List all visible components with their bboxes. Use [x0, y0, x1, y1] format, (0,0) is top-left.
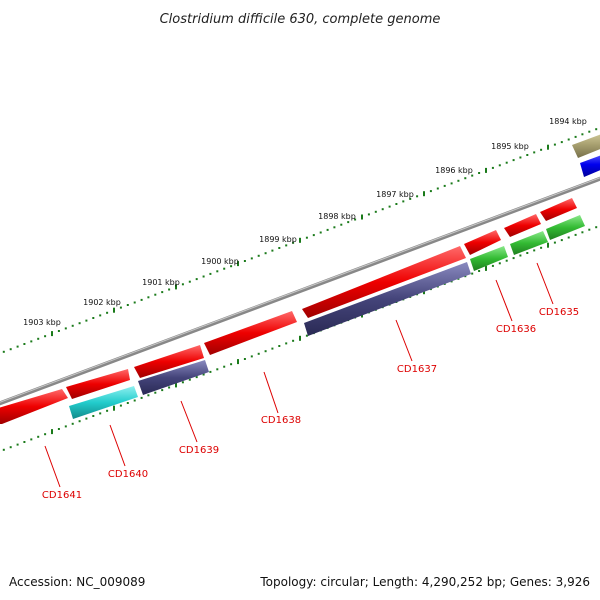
genome-backbone	[0, 176, 600, 406]
genome-backbone-highlight	[0, 177, 600, 403]
genome-summary-text: Topology: circular; Length: 4,290,252 bp…	[259, 575, 590, 589]
scale-label-1896: 1896 kbp	[435, 166, 473, 175]
feature-purple-cd1639[interactable]	[138, 360, 209, 395]
feature-green-a[interactable]	[510, 231, 548, 255]
accession-text: Accession: NC_009089	[9, 575, 145, 589]
feature-purple-cd1637[interactable]	[304, 262, 471, 336]
gene-arrow-cd1637[interactable]	[302, 246, 466, 318]
scale-label-1901: 1901 kbp	[142, 278, 180, 287]
leader-cd1640	[109, 424, 126, 467]
feature-green-cd1636[interactable]	[470, 246, 508, 271]
gene-arrow-cd1639[interactable]	[134, 345, 204, 378]
gene-label-cd1640[interactable]: CD1640	[108, 469, 148, 480]
scale-label-1894: 1894 kbp	[549, 117, 587, 126]
gene-arrow-cd1638[interactable]	[204, 311, 297, 355]
leader-cd1637	[395, 319, 413, 362]
gene-arrow-cd1641[interactable]	[0, 389, 68, 424]
scale-label-1900: 1900 kbp	[201, 257, 239, 266]
scale-label-1898: 1898 kbp	[318, 212, 356, 221]
feature-bars	[69, 131, 600, 419]
page-title: Clostridium difficile 630, complete geno…	[160, 12, 441, 27]
gene-label-cd1635[interactable]: CD1635	[539, 307, 579, 318]
scale-label-1903: 1903 kbp	[23, 318, 61, 327]
gene-label-cd1637[interactable]: CD1637	[397, 364, 437, 375]
gene-label-cd1638[interactable]: CD1638	[261, 415, 301, 426]
scale-labels: 1894 kbp 1895 kbp 1896 kbp 1897 kbp 1898…	[23, 117, 587, 327]
scale-label-1895: 1895 kbp	[491, 142, 529, 151]
scale-label-1899: 1899 kbp	[259, 235, 297, 244]
gene-labels: CD1635 CD1636 CD1637 CD1638 CD1639 CD164…	[42, 307, 579, 501]
gene-label-cd1636[interactable]: CD1636	[496, 324, 536, 335]
leader-cd1636	[495, 279, 513, 322]
gene-arrow-cd1635[interactable]	[540, 198, 577, 221]
feature-olive[interactable]	[572, 131, 600, 158]
feature-green-cd1635[interactable]	[546, 215, 585, 240]
gene-arrow-cd1636[interactable]	[464, 230, 501, 255]
gene-arrow-cd1635a[interactable]	[504, 214, 541, 237]
leader-cd1635	[536, 262, 554, 305]
feature-blue[interactable]	[580, 152, 600, 177]
feature-cyan[interactable]	[69, 386, 138, 419]
scale-label-1897: 1897 kbp	[376, 190, 414, 199]
leader-cd1638	[263, 371, 279, 414]
leader-cd1639	[180, 400, 198, 443]
gene-arrow-cd1640[interactable]	[66, 369, 130, 399]
gene-leader-lines	[44, 262, 554, 488]
scale-label-1902: 1902 kbp	[83, 298, 121, 307]
outer-scale-track	[2, 128, 598, 353]
leader-cd1641	[44, 445, 61, 488]
gene-label-cd1641[interactable]: CD1641	[42, 490, 82, 501]
forward-genes	[0, 198, 577, 424]
gene-label-cd1639[interactable]: CD1639	[179, 445, 219, 456]
